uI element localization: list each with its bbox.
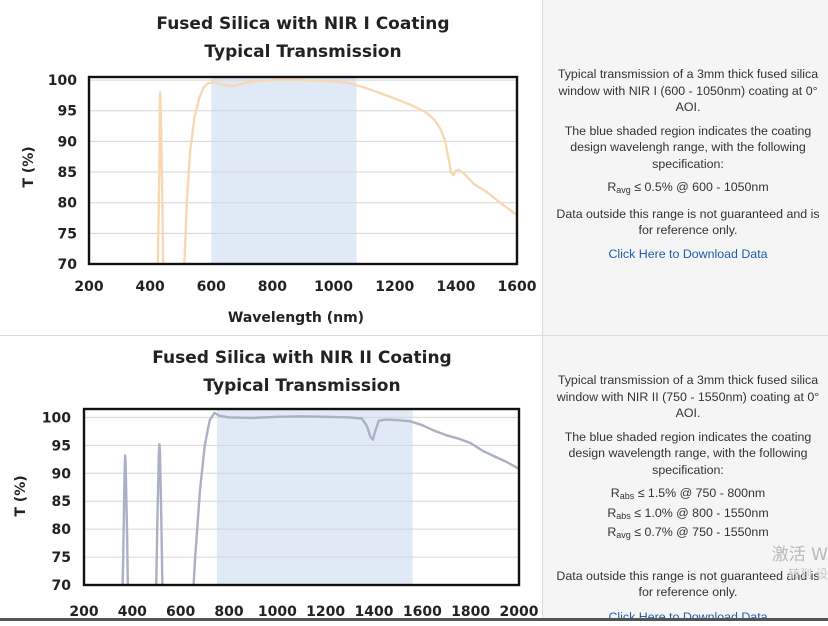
y-tick-label: 85 — [52, 494, 71, 510]
y-tick-label: 100 — [48, 73, 77, 89]
description-para-2: The blue shaded region indicates the coa… — [564, 429, 812, 477]
x-tick-label: 2000 — [500, 604, 539, 620]
y-axis-label: T (%) — [13, 475, 29, 516]
product-row-nir-i: Fused Silica with NIR I Coating Typical … — [0, 0, 828, 336]
x-tick-label: 200 — [69, 604, 98, 620]
plot-frame — [87, 75, 519, 266]
x-tick-label: 800 — [214, 604, 243, 620]
y-tick-label: 95 — [52, 438, 71, 454]
description-para-1: Typical transmission of a 3mm thick fuse… — [557, 67, 819, 114]
spec-line: Rabs ≤ 1.0% @ 800 - 1550nm — [607, 505, 769, 521]
product-row-nir-ii: Fused Silica with NIR II Coating Typical… — [0, 336, 828, 624]
y-tick-label: 90 — [58, 134, 78, 150]
spec-line: Ravg ≤ 0.7% @ 750 - 1550nm — [607, 525, 769, 540]
transmission-curve — [183, 78, 517, 264]
x-tick-label: 200 — [74, 279, 103, 295]
x-tick-label: 1200 — [375, 279, 414, 295]
plot-area: 100 95 90 85 80 75 70 200 400 600 800 1000 1200 1400 1… — [42, 407, 539, 620]
description-panel-nir-i: Typical transmission of a 3mm thick fuse… — [542, 0, 828, 335]
description-para-1: Typical transmission of a 3mm thick fuse… — [556, 373, 820, 420]
x-tick-label: 1000 — [314, 279, 353, 295]
x-tick-label: 400 — [136, 279, 165, 295]
chart-panel-nir-ii: Fused Silica with NIR II Coating Typical… — [0, 336, 541, 621]
x-axis-label: Wavelength (nm) — [228, 310, 364, 326]
y-tick-label: 70 — [52, 578, 72, 594]
x-tick-label: 1600 — [498, 279, 537, 295]
transmission-curve — [156, 91, 165, 264]
y-tick-label: 100 — [42, 410, 71, 426]
spec-line: Ravg ≤ 0.5% @ 600 - 1050nm — [607, 180, 769, 195]
y-tick-label: 90 — [52, 466, 72, 482]
chart-title-line1: Fused Silica with NIR II Coating — [152, 348, 451, 368]
description-text: Typical transmission of a 3mm thick fuse… — [553, 372, 823, 625]
transmission-curve — [192, 411, 519, 585]
y-tick-label: 80 — [52, 522, 72, 538]
description-para-3: Data outside this range is not guarantee… — [556, 568, 820, 600]
description-para-2: The blue shaded region indicates the coa… — [564, 123, 812, 171]
y-tick-label: 95 — [58, 104, 77, 120]
download-data-link[interactable]: Click Here to Download Data — [608, 246, 768, 261]
y-tick-label: 75 — [58, 226, 77, 242]
x-tick-label: 1600 — [403, 604, 442, 620]
chart-title-line1: Fused Silica with NIR I Coating — [156, 14, 449, 34]
plot-frame — [82, 407, 521, 587]
chart-title-line2: Typical Transmission — [204, 42, 401, 62]
bottom-bar — [0, 618, 828, 621]
description-panel-nir-ii: Typical transmission of a 3mm thick fuse… — [542, 336, 828, 624]
plot-area: 100 95 90 85 80 75 70 200 400 600 800 1000 1200 1400 1… — [48, 73, 537, 295]
y-tick-label: 80 — [58, 196, 78, 212]
description-para-3: Data outside this range is not guarantee… — [556, 206, 820, 238]
y-tick-label: 70 — [58, 257, 78, 273]
x-tick-label: 1800 — [451, 604, 490, 620]
design-range-shade — [216, 409, 413, 585]
transmission-curve — [121, 454, 130, 585]
description-text: Typical transmission of a 3mm thick fuse… — [553, 66, 823, 262]
x-tick-label: 400 — [118, 604, 147, 620]
chart-title-line2: Typical Transmission — [203, 376, 400, 396]
spec-line: Rabs ≤ 1.5% @ 750 - 800nm — [610, 486, 766, 501]
transmission-curve — [155, 443, 164, 585]
x-tick-label: 600 — [197, 279, 226, 295]
download-data-link[interactable]: Click Here to Download Data — [608, 609, 768, 624]
design-range-shade — [211, 77, 357, 264]
y-tick-label: 75 — [52, 550, 71, 566]
y-axis-label: T (%) — [21, 146, 37, 187]
x-tick-label: 1400 — [355, 604, 394, 620]
y-tick-label: 85 — [58, 165, 77, 181]
x-tick-label: 1200 — [306, 604, 345, 620]
activation-watermark: 激活 W — [771, 545, 828, 565]
activation-watermark-sub: 转到 设 — [788, 567, 828, 581]
transmission-chart-nir-ii: Fused Silica with NIR II Coating Typical… — [13, 348, 539, 620]
transmission-chart-nir-i: Fused Silica with NIR I Coating Typical … — [21, 14, 537, 326]
chart-panel-nir-i: Fused Silica with NIR I Coating Typical … — [0, 0, 541, 335]
x-tick-label: 1000 — [258, 604, 297, 620]
x-tick-label: 800 — [258, 279, 287, 295]
x-tick-label: 1400 — [436, 279, 475, 295]
x-tick-label: 600 — [166, 604, 195, 620]
